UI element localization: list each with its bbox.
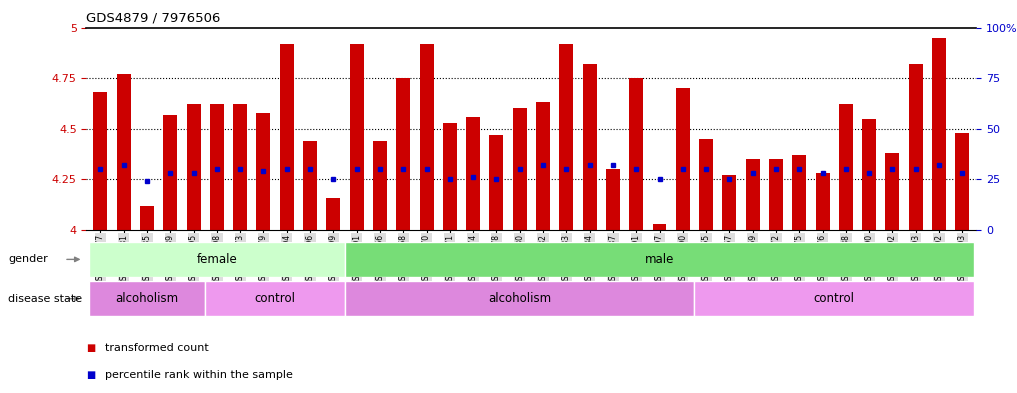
Text: female: female	[196, 253, 237, 266]
Bar	[559, 44, 574, 230]
Text: male: male	[645, 253, 674, 266]
Bar	[442, 123, 457, 230]
Bar	[140, 206, 154, 230]
Text: ■: ■	[86, 370, 96, 380]
Bar	[722, 175, 736, 230]
Bar	[350, 44, 364, 230]
Text: alcoholism: alcoholism	[488, 292, 551, 305]
Text: GDS4879 / 7976506: GDS4879 / 7976506	[86, 12, 221, 25]
Bar	[117, 74, 131, 230]
Bar	[932, 38, 946, 230]
Text: disease state: disease state	[8, 294, 82, 304]
Bar	[536, 103, 550, 230]
Bar	[489, 135, 503, 230]
Bar	[94, 92, 108, 230]
Bar	[839, 105, 853, 230]
Bar	[695, 281, 974, 316]
Text: ■: ■	[86, 343, 96, 353]
Bar	[88, 281, 205, 316]
Bar	[326, 198, 341, 230]
Bar	[606, 169, 620, 230]
Bar	[397, 78, 410, 230]
Bar	[792, 155, 806, 230]
Bar	[186, 105, 200, 230]
Bar	[345, 242, 974, 277]
Bar	[886, 153, 899, 230]
Bar	[233, 105, 247, 230]
Bar	[583, 64, 597, 230]
Text: transformed count: transformed count	[105, 343, 208, 353]
Bar	[210, 105, 224, 230]
Bar	[345, 281, 695, 316]
Bar	[769, 159, 783, 230]
Bar	[816, 173, 830, 230]
Bar	[909, 64, 922, 230]
Text: percentile rank within the sample: percentile rank within the sample	[105, 370, 293, 380]
Bar	[280, 44, 294, 230]
Bar	[745, 159, 760, 230]
Text: control: control	[814, 292, 854, 305]
Bar	[699, 139, 713, 230]
Bar	[676, 88, 690, 230]
Bar	[420, 44, 433, 230]
Bar	[303, 141, 317, 230]
Bar	[164, 114, 177, 230]
Bar	[653, 224, 666, 230]
Bar	[513, 108, 527, 230]
Bar	[466, 117, 480, 230]
Bar	[205, 281, 345, 316]
Bar	[373, 141, 386, 230]
Bar	[256, 112, 271, 230]
Bar	[862, 119, 877, 230]
Bar	[630, 78, 643, 230]
Text: alcoholism: alcoholism	[116, 292, 179, 305]
Bar	[955, 133, 969, 230]
Text: control: control	[254, 292, 296, 305]
Text: gender: gender	[8, 254, 48, 264]
Bar	[88, 242, 345, 277]
